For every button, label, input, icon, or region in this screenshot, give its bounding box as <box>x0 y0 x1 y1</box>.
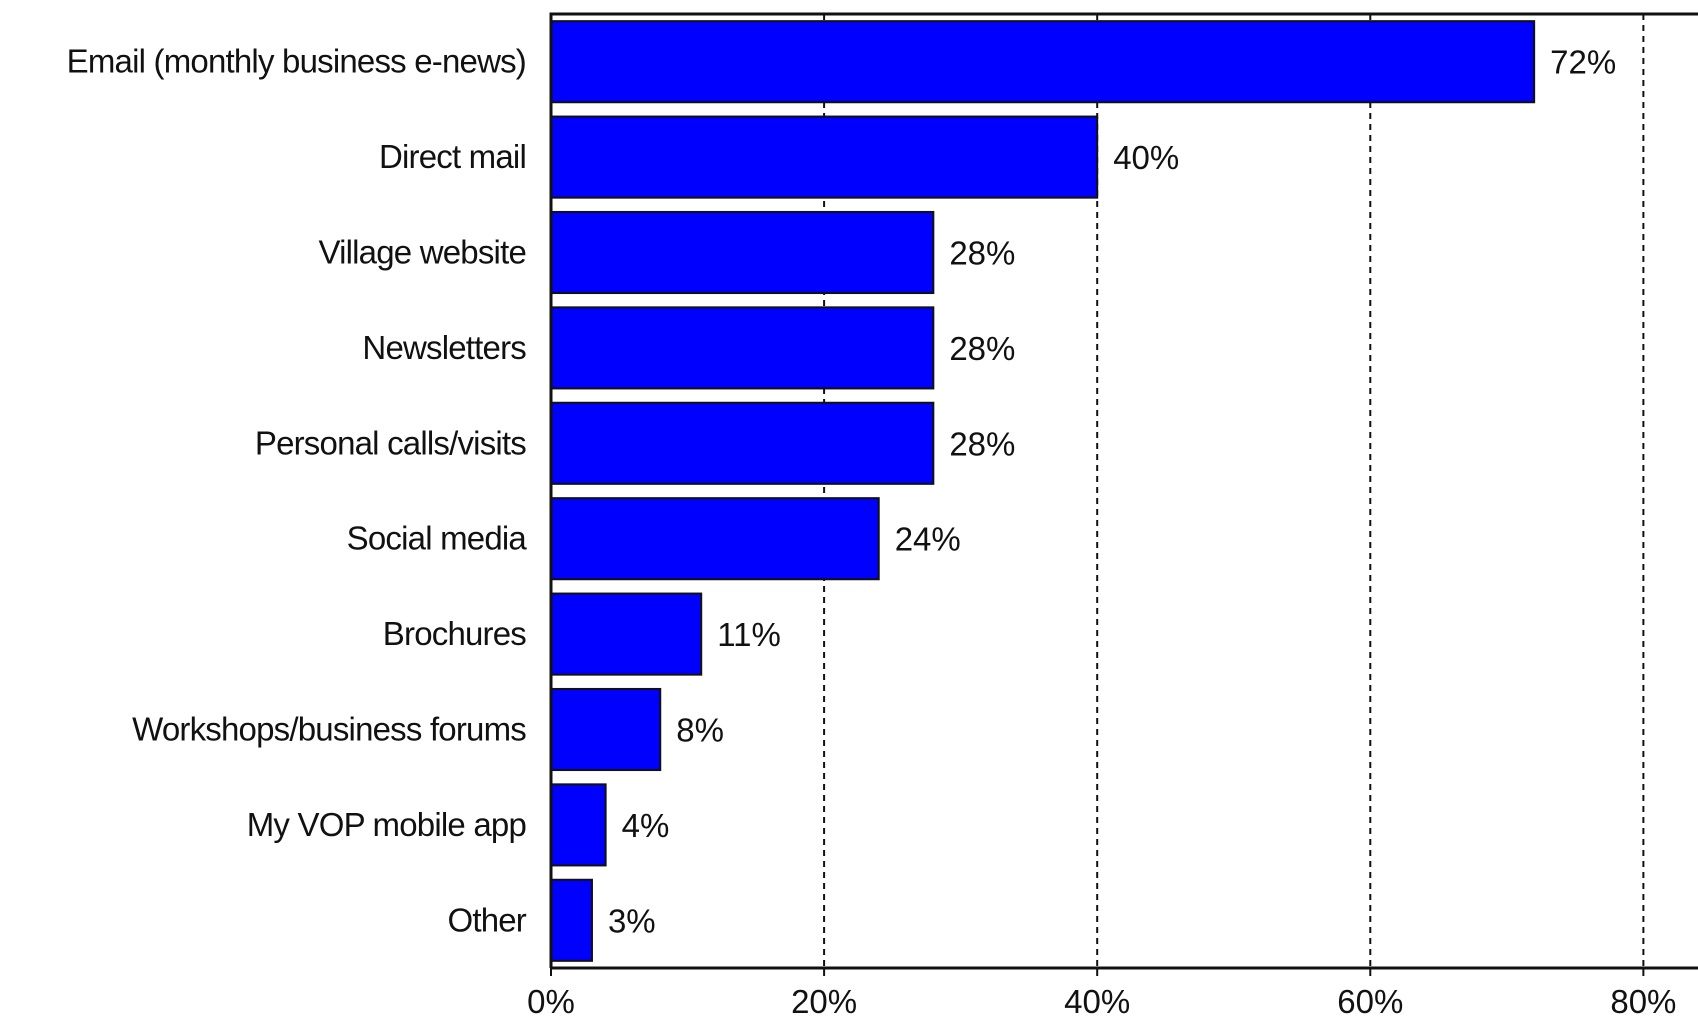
x-tick-label: 20% <box>791 983 857 1018</box>
value-label: 4% <box>622 807 670 844</box>
x-tick-label: 0% <box>527 983 575 1018</box>
value-label: 8% <box>676 712 724 749</box>
bar <box>550 401 935 485</box>
x-tick-label: 60% <box>1337 983 1403 1018</box>
category-label: Other <box>447 901 526 938</box>
bar <box>550 592 703 676</box>
bar <box>550 115 1099 199</box>
bar <box>550 497 880 581</box>
value-label: 28% <box>949 235 1015 272</box>
value-label: 24% <box>895 521 961 558</box>
bar <box>550 783 607 867</box>
value-label: 28% <box>949 330 1015 367</box>
x-tick-label: 80% <box>1610 983 1676 1018</box>
x-tick-label: 40% <box>1064 983 1130 1018</box>
value-label: 11% <box>717 616 781 653</box>
value-label: 40% <box>1113 139 1179 176</box>
bar <box>550 687 662 772</box>
value-label: 72% <box>1550 44 1616 81</box>
labels: 0% 20% 40% 60% 80% Email (monthly business e-… <box>67 43 1677 1018</box>
category-label: Personal calls/visits <box>255 424 526 461</box>
category-label: Social media <box>347 520 528 557</box>
category-label: Village website <box>318 234 526 271</box>
bar <box>550 20 1536 104</box>
bar <box>550 306 935 390</box>
bar <box>550 878 593 962</box>
category-label: Workshops/business forums <box>132 711 526 748</box>
bars <box>550 20 1536 962</box>
category-label: My VOP mobile app <box>247 806 526 843</box>
value-label: 28% <box>949 425 1015 462</box>
category-label: Brochures <box>383 615 527 652</box>
category-label: Newsletters <box>362 329 526 366</box>
axes <box>549 12 1698 976</box>
plot-frame <box>549 12 1698 968</box>
value-label: 3% <box>608 902 656 939</box>
category-label: Email (monthly business e-news) <box>67 43 526 80</box>
bar <box>550 210 935 295</box>
category-label: Direct mail <box>379 138 526 175</box>
